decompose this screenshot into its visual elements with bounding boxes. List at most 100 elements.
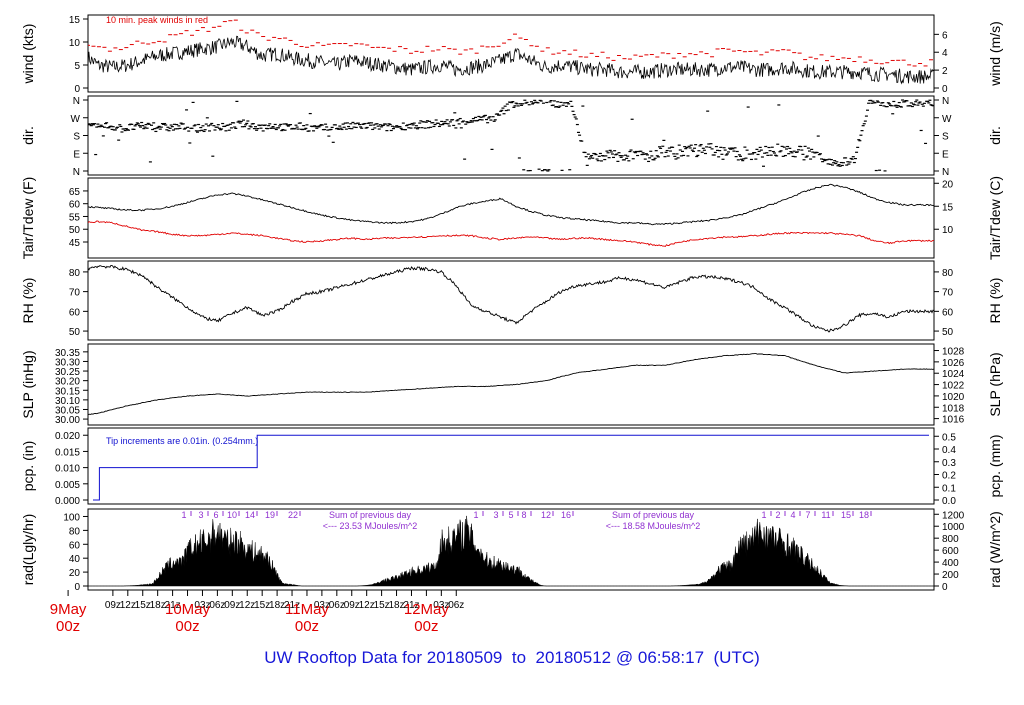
rh-y2tick-label: 50 bbox=[942, 327, 954, 338]
slp-y2tick-label: 1020 bbox=[942, 392, 965, 403]
rad-ytick-label: 60 bbox=[69, 540, 81, 551]
dir-frame bbox=[87, 95, 935, 176]
x-day-date: 9May bbox=[50, 601, 87, 618]
rad-hour-label: 12 bbox=[541, 510, 551, 520]
dir-series bbox=[88, 99, 934, 172]
rad-hour-label: 11 bbox=[821, 510, 830, 520]
pcp-line bbox=[93, 434, 929, 501]
rad-hour-label: 22 bbox=[288, 510, 298, 520]
wind-y2tick-label: 4 bbox=[942, 48, 948, 59]
rad-hour-label: 8 bbox=[521, 510, 526, 520]
pcp-panel: 0.000 0.005 0.010 0.015 0.020 0.0 0.10.2 0.3 0.4… bbox=[20, 427, 1003, 507]
rh-y2tick-label: 80 bbox=[942, 268, 954, 279]
dewpoint-line bbox=[88, 220, 934, 248]
pcp-ylabel: pcp. (in) bbox=[20, 441, 36, 492]
rh-ytick-label: 70 bbox=[69, 288, 81, 299]
slp-ytick-label: 30.35 bbox=[55, 348, 80, 359]
temp-y2label: Tair/Tdew (C) bbox=[987, 176, 1003, 260]
pcp-y2tick-label: 0.3 bbox=[942, 458, 956, 469]
rad-hour-label: 2 bbox=[775, 510, 780, 520]
wind-series bbox=[88, 19, 934, 85]
rad-hour-label: 4 bbox=[790, 510, 795, 520]
x-tick-label: 03z bbox=[314, 600, 330, 611]
slp-ytick-label: 30.10 bbox=[55, 396, 80, 407]
wind-ytick-label: 0 bbox=[74, 84, 80, 95]
x-tick-label: 15z bbox=[135, 600, 151, 611]
pcp-frame bbox=[87, 427, 935, 505]
rad-hour-label: 3 bbox=[198, 510, 203, 520]
dir-y2tick-label: N bbox=[942, 96, 949, 107]
pcp-y2tick-label: 0.5 bbox=[942, 432, 956, 443]
rh-y2tick-label: 60 bbox=[942, 307, 954, 318]
rad-y2tick-label: 1200 bbox=[942, 510, 965, 521]
x-tick-label: 18z bbox=[269, 600, 285, 611]
wind-ytick-label: 15 bbox=[69, 15, 81, 26]
dir-y2tick-label: E bbox=[942, 149, 949, 160]
rad-ytick-label: 0 bbox=[74, 582, 80, 593]
slp-ytick-label: 30.30 bbox=[55, 357, 80, 368]
pcp-y2tick-label: 0.2 bbox=[942, 471, 956, 482]
temp-ytick-label: 45 bbox=[69, 238, 81, 249]
rh-ytick-label: 60 bbox=[69, 307, 81, 318]
temp-ytick-label: 60 bbox=[69, 200, 81, 211]
x-day-date: 11May bbox=[285, 601, 329, 618]
wind-panel: 0 5 10 15 0 2 4 6 wind (kts) wind (m/s) 10 min. pe… bbox=[20, 14, 1003, 95]
rad-daily-total-value: <--- 23.53 MJoules/m^2 bbox=[323, 521, 418, 531]
wind-y2tick-label: 2 bbox=[942, 66, 948, 77]
temp-y2tick-label: 15 bbox=[942, 202, 954, 213]
rad-panel: 020406080100020040060080010001200rad(Lgl… bbox=[20, 508, 1003, 593]
rad-hour-label: 1 bbox=[473, 510, 478, 520]
rad-y2tick-label: 400 bbox=[942, 558, 959, 569]
slp-ytick-label: 30.00 bbox=[55, 415, 80, 426]
temp-ytick-label: 55 bbox=[69, 212, 81, 223]
x-tick-label: 06z bbox=[329, 600, 345, 611]
dir-y2label: dir. bbox=[987, 126, 1003, 145]
rad-frame bbox=[87, 508, 935, 591]
air-temp-line bbox=[88, 183, 934, 226]
temp-y2tick-label: 20 bbox=[942, 179, 954, 190]
rad-ytick-label: 20 bbox=[69, 568, 81, 579]
x-tick-label: 15z bbox=[254, 600, 270, 611]
slp-ytick-label: 30.15 bbox=[55, 386, 80, 397]
rad-daily-total-title: Sum of previous day bbox=[329, 510, 412, 520]
pcp-y2tick-label: 0.1 bbox=[942, 483, 956, 494]
x-tick-label: 15z bbox=[374, 600, 390, 611]
slp-panel: 30.0030.0530.1030.1530.2030.2530.3030.35… bbox=[20, 343, 1003, 426]
rad-hour-label: 6 bbox=[213, 510, 218, 520]
x-tick-label: 03z bbox=[433, 600, 449, 611]
pcp-ytick-label: 0.015 bbox=[55, 447, 80, 458]
rad-hour-label: 1 bbox=[181, 510, 186, 520]
x-day-time: 00z bbox=[414, 618, 438, 635]
pcp-ytick-label: 0.005 bbox=[55, 480, 80, 491]
pcp-ytick-label: 0.010 bbox=[55, 464, 80, 475]
x-tick-label: 21z bbox=[165, 600, 181, 611]
pcp-y2tick-label: 0.0 bbox=[942, 496, 956, 507]
rad-ytick-label: 100 bbox=[63, 512, 80, 523]
rad-daily-total-title: Sum of previous day bbox=[612, 510, 695, 520]
rad-y2tick-label: 200 bbox=[942, 570, 959, 581]
rad-ytick-label: 80 bbox=[69, 526, 81, 537]
pcp-y2tick-label: 0.4 bbox=[942, 445, 956, 456]
temp-frame bbox=[87, 177, 935, 259]
wind-frame bbox=[87, 14, 935, 93]
wind-ylabel: wind (kts) bbox=[20, 24, 36, 85]
rad-y2tick-label: 600 bbox=[942, 546, 959, 557]
rad-hour-label: 14 bbox=[245, 510, 255, 520]
x-day-date: 12May bbox=[404, 601, 450, 618]
temp-ytick-label: 65 bbox=[69, 187, 81, 198]
x-day-date: 10May bbox=[165, 601, 211, 618]
rh-panel: 50 60 70 80 50 60 70 80 RH (%) RH (%) bbox=[20, 260, 1003, 341]
dir-ytick-label: W bbox=[71, 114, 81, 125]
rh-y2tick-label: 70 bbox=[942, 288, 954, 299]
pcp-ytick-label: 0.000 bbox=[55, 496, 80, 507]
rad-area bbox=[88, 515, 934, 587]
temp-ytick-label: 50 bbox=[69, 225, 81, 236]
footer-prefix: UW Rooftop Data for bbox=[264, 648, 423, 667]
footer-tz: (UTC) bbox=[713, 648, 760, 667]
dir-ylabel: dir. bbox=[20, 126, 36, 145]
x-tick-label: 12z bbox=[120, 600, 136, 611]
x-tick-label: 06z bbox=[448, 600, 464, 611]
